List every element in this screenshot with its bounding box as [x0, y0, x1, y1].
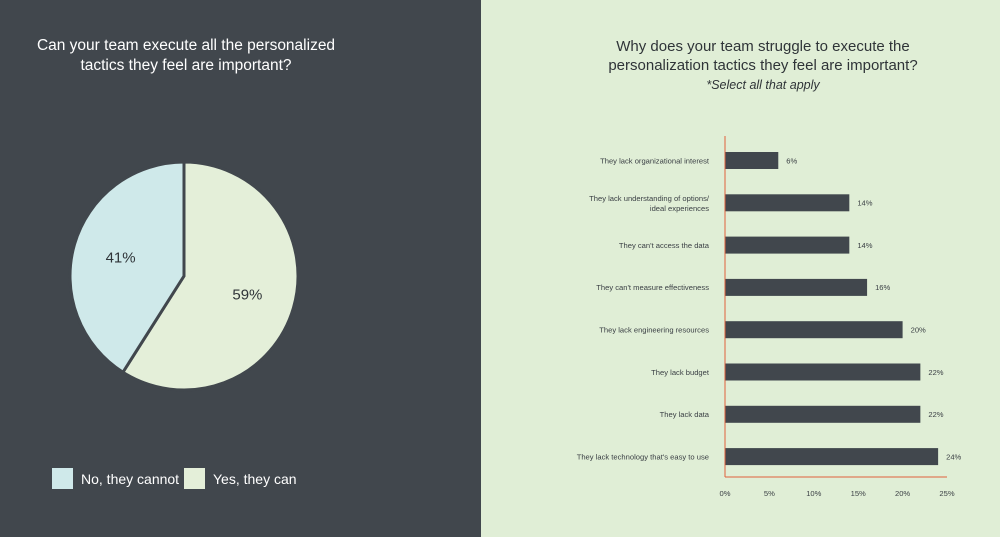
bar-chart-title: Why does your team struggle to execute t…	[563, 37, 963, 75]
bar-value-label: 22%	[928, 410, 943, 419]
legend-swatch-no	[52, 468, 73, 489]
bar	[725, 363, 921, 381]
legend-swatch-yes	[184, 468, 205, 489]
x-tick-label: 20%	[895, 489, 910, 498]
category-label: They lack data	[660, 410, 710, 419]
legend-item-no: No, they cannot	[52, 468, 179, 489]
bar-value-label: 22%	[928, 368, 943, 377]
bar-title-line-2: personalization tactics they feel are im…	[608, 57, 918, 74]
pie-title-line-2: tactics they feel are important?	[80, 57, 292, 74]
category-label: They lack budget	[651, 368, 710, 377]
category-label: They lack understanding of options/ideal…	[589, 194, 710, 213]
category-label: They lack technology that's easy to use	[577, 452, 709, 461]
pie-label-yes: 59%	[232, 286, 262, 303]
x-tick-label: 10%	[806, 489, 821, 498]
bar	[725, 236, 850, 254]
bar-value-label: 14%	[857, 199, 872, 208]
bar	[725, 278, 868, 296]
category-label: They can't measure effectiveness	[596, 283, 709, 292]
x-tick-label: 25%	[939, 489, 954, 498]
category-label: They can't access the data	[619, 241, 710, 250]
x-tick-label: 0%	[720, 489, 731, 498]
bar-panel: Why does your team struggle to execute t…	[481, 0, 1000, 537]
pie-panel: Can your team execute all the personaliz…	[0, 0, 481, 537]
pie-chart-title: Can your team execute all the personaliz…	[0, 36, 372, 76]
bar	[725, 152, 779, 169]
pie-slice-no	[68, 160, 186, 374]
category-label: They lack engineering resources	[599, 326, 709, 335]
bar-chart: They lack organizational interest 6% They …	[577, 136, 962, 498]
bar-value-label: 14%	[857, 241, 872, 250]
bar-value-label: 6%	[786, 156, 797, 165]
bar	[725, 194, 850, 212]
bar-title-line-1: Why does your team struggle to execute t…	[616, 38, 910, 55]
bar	[725, 405, 921, 423]
pie-chart: 41% 59%	[68, 160, 300, 392]
pie-label-no: 41%	[106, 250, 136, 267]
bar-chart-subtitle: *Select all that apply	[706, 78, 820, 92]
bar-value-label: 24%	[946, 452, 961, 461]
legend-label-yes: Yes, they can	[213, 470, 297, 487]
pie-slice-yes	[121, 160, 300, 392]
bar	[725, 321, 903, 339]
legend-label-no: No, they cannot	[81, 470, 180, 487]
legend-item-yes: Yes, they can	[184, 468, 297, 489]
x-tick-label: 5%	[764, 489, 775, 498]
category-label: They lack organizational interest	[600, 156, 710, 165]
x-tick-label: 15%	[851, 489, 866, 498]
bar-value-label: 16%	[875, 283, 890, 292]
bar	[725, 448, 939, 466]
bar-value-label: 20%	[911, 326, 926, 335]
pie-title-line-1: Can your team execute all the personaliz…	[36, 37, 336, 54]
